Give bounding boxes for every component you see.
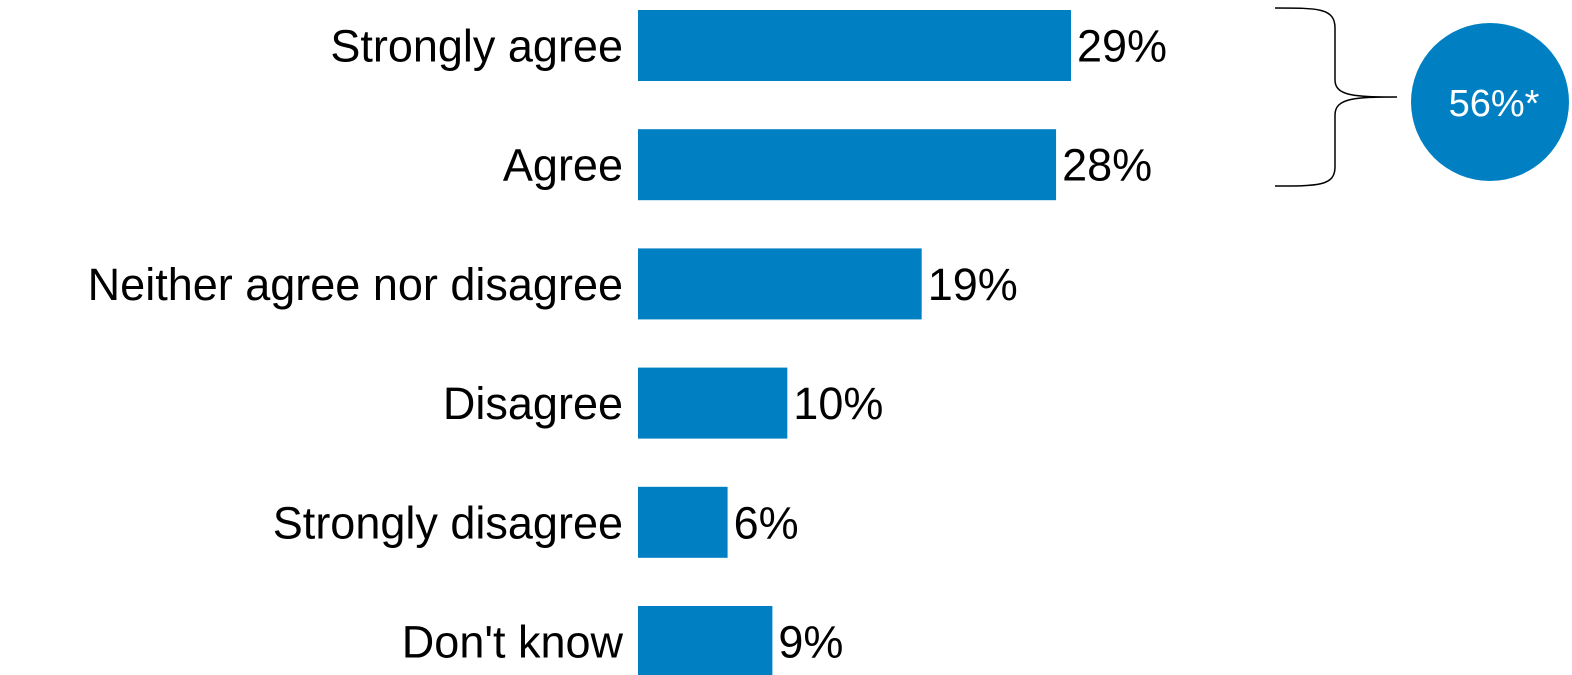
callout-text: 56%* — [1449, 83, 1540, 125]
bar-row: Strongly disagree 6% — [273, 487, 799, 558]
category-label: Strongly disagree — [273, 497, 623, 548]
bar — [638, 248, 922, 319]
value-label: 29% — [1077, 21, 1167, 72]
bar-row: Disagree 10% — [443, 368, 883, 439]
bar — [638, 10, 1071, 81]
category-label: Strongly agree — [330, 21, 623, 72]
category-label: Disagree — [443, 378, 623, 429]
callout-brace — [1275, 8, 1397, 186]
bar-row: Strongly agree 29% — [330, 10, 1167, 81]
bar — [638, 487, 728, 558]
callout-group: 56%* — [1275, 8, 1569, 186]
bars-group: Strongly agree 29% Agree 28% Neither agree n… — [88, 10, 1167, 675]
bar — [638, 606, 772, 675]
category-label: Don't know — [402, 617, 624, 668]
value-label: 10% — [793, 378, 883, 429]
category-label: Neither agree nor disagree — [88, 259, 623, 310]
value-label: 9% — [778, 617, 843, 668]
value-label: 6% — [734, 497, 799, 548]
bar — [638, 129, 1056, 200]
bar — [638, 368, 787, 439]
bar-row: Don't know 9% — [402, 606, 844, 675]
bar-row: Agree 28% — [503, 129, 1152, 200]
value-label: 28% — [1062, 140, 1152, 191]
category-label: Agree — [503, 140, 623, 191]
value-label: 19% — [928, 259, 1018, 310]
bar-row: Neither agree nor disagree 19% — [88, 248, 1018, 319]
